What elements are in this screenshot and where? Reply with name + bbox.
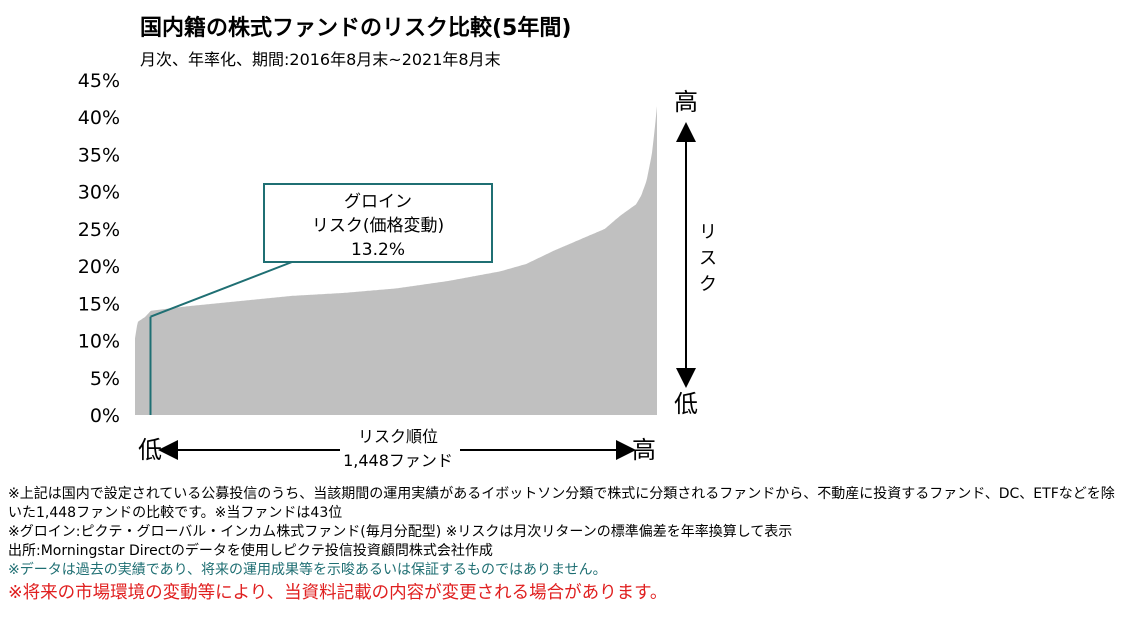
- footnote-methodology: ※上記は国内で設定されている公募投信のうち、当該期間の運用実績があるイボットソン…: [8, 486, 1115, 521]
- callout-box: [263, 183, 493, 263]
- y-tick-label: 25%: [78, 219, 120, 241]
- risk-distribution-bars: [135, 106, 657, 415]
- rank-low-label: 低: [138, 436, 162, 464]
- callout-risk-label: リスク(価格変動): [312, 216, 444, 236]
- risk-side-label: リスク: [699, 222, 717, 295]
- fund-count-label: 1,448ファンド: [343, 451, 453, 470]
- y-axis: 0% 5% 10% 15% 20% 25% 30% 35% 40% 45%: [78, 70, 120, 427]
- footnote-disclaimer: ※将来の市場環境の変動等により、当資料記載の内容が変更される場合があります。: [8, 583, 668, 603]
- y-tick-label: 5%: [90, 368, 120, 390]
- y-tick-label: 30%: [78, 182, 120, 204]
- chart-title: 国内籍の株式ファンドのリスク比較(5年間): [140, 16, 572, 41]
- footnote-past-performance: ※データは過去の実績であり、将来の運用成果等を示唆あるいは保証するものではありま…: [8, 562, 607, 578]
- y-tick-label: 15%: [78, 293, 120, 315]
- footnote-source: 出所:Morningstar Directのデータを使用しピクテ投信投資顧問株式…: [8, 543, 493, 559]
- risk-chart: 0% 5% 10% 15% 20% 25% 30% 35% 40% 45% グロイン リスク(価格…: [78, 70, 717, 470]
- y-tick-label: 45%: [78, 70, 120, 92]
- y-tick-label: 0%: [90, 405, 120, 427]
- risk-low-label: 低: [674, 390, 698, 418]
- y-tick-label: 20%: [78, 256, 120, 278]
- rank-high-label: 高: [632, 436, 656, 464]
- y-tick-label: 35%: [78, 144, 120, 166]
- rank-axis-label: リスク順位: [358, 427, 438, 446]
- footnotes: ※上記は国内で設定されている公募投信のうち、当該期間の運用実績があるイボットソン…: [8, 485, 1128, 603]
- callout-fund-name: グロイン: [344, 192, 412, 212]
- footnote-fund-definition: ※グロイン:ピクテ・グローバル・インカム株式ファンド(毎月分配型) ※リスクは月…: [8, 524, 793, 540]
- rank-label-background: [340, 440, 460, 462]
- callout-leader-line: [150, 261, 293, 318]
- risk-high-label: 高: [674, 88, 698, 116]
- y-tick-label: 40%: [78, 107, 120, 129]
- y-tick-label: 10%: [78, 331, 120, 353]
- callout-risk-value: 13.2%: [351, 240, 405, 260]
- chart-subtitle: 月次、年率化、期間:2016年8月末~2021年8月末: [140, 50, 501, 69]
